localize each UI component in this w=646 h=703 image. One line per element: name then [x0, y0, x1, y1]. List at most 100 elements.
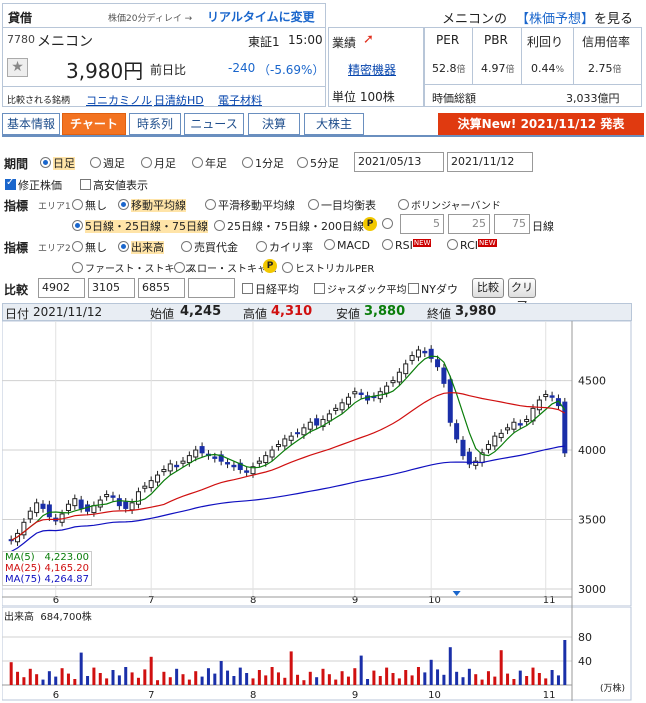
- volume-bar: [372, 670, 376, 685]
- volume-bar: [467, 668, 471, 685]
- period-label: 期間: [4, 157, 29, 171]
- volume-chart[interactable]: 80 40 (万株) 6 7 8 9 10 11: [2, 607, 632, 701]
- vol-unit-label: (万株): [600, 682, 625, 694]
- volume-bar: [283, 677, 287, 685]
- candle-body: [288, 435, 294, 441]
- ma25-line: [10, 392, 566, 541]
- volume-bar: [73, 679, 77, 685]
- adjusted-price-checkbox[interactable]: 修正株価: [5, 177, 62, 193]
- volume-bar: [60, 668, 64, 685]
- candle-body: [212, 456, 218, 459]
- compare-code-1[interactable]: 4902: [38, 278, 85, 298]
- area2-hist-per[interactable]: ヒストリカルPER: [282, 260, 374, 275]
- volume-bar: [181, 674, 185, 685]
- tab-basic-info[interactable]: 基本情報: [2, 113, 60, 135]
- tab-timeseries[interactable]: 時系列: [129, 113, 181, 135]
- ma-option-25-75-200[interactable]: 25日線・75日線・200日線: [214, 218, 364, 234]
- tab-chart[interactable]: チャート: [62, 113, 126, 135]
- compare-button[interactable]: 比較: [472, 278, 504, 298]
- candle-body: [511, 421, 517, 430]
- area1-bollinger[interactable]: ボリンジャーバンド: [398, 197, 501, 212]
- x-tick-label: 9: [352, 595, 358, 606]
- volume-bar: [149, 656, 153, 685]
- earnings-banner[interactable]: 決算New! 2021/11/12 発表: [438, 113, 644, 135]
- change-label: 前日比: [150, 63, 187, 77]
- area1-ichimoku[interactable]: 一目均衡表: [308, 197, 376, 213]
- area1-smooth-ma[interactable]: 平滑移動平均線: [205, 197, 295, 213]
- candle-body: [396, 371, 402, 383]
- market-cap-label: 時価総額: [432, 92, 476, 105]
- area2-none[interactable]: 無し: [72, 239, 107, 255]
- area2-fast-stoch[interactable]: ファースト・ストキャス: [72, 260, 195, 275]
- compare-stock-2[interactable]: 日清紡HD: [154, 94, 204, 107]
- volume-bar: [442, 674, 446, 685]
- candle-body: [129, 502, 135, 511]
- custom-ma-2[interactable]: 25: [448, 214, 490, 234]
- volume-bar: [156, 680, 160, 685]
- area2-volume[interactable]: 出来高: [118, 239, 164, 255]
- candle-body: [250, 466, 256, 475]
- nikkei-checkbox[interactable]: 日経平均: [242, 281, 299, 297]
- custom-ma-1[interactable]: 5: [400, 214, 444, 234]
- ma-option-5-25-75[interactable]: 5日線・25日線・75日線: [72, 218, 208, 234]
- realtime-link[interactable]: リアルタイムに変更: [207, 10, 315, 24]
- price-chart[interactable]: 4500 4000 3500 3000 6 7 8 9 10 11: [2, 321, 632, 607]
- volume-bar: [168, 677, 172, 685]
- candle-body: [345, 396, 351, 405]
- yield-header: 利回り: [527, 35, 564, 49]
- area2-deviation[interactable]: カイリ率: [256, 239, 313, 255]
- area1-ma[interactable]: 移動平均線: [118, 197, 186, 213]
- compare-code-4[interactable]: [188, 278, 235, 298]
- area2-macd[interactable]: MACD: [324, 239, 370, 252]
- candle-body: [135, 491, 141, 505]
- period-daily[interactable]: 日足: [40, 155, 75, 171]
- ma75-line: [10, 445, 565, 553]
- sector-box: [328, 27, 424, 107]
- volume-bar: [544, 678, 548, 685]
- candle-body: [91, 505, 97, 514]
- period-monthly[interactable]: 月足: [141, 155, 176, 171]
- custom-ma-3[interactable]: 75: [494, 214, 530, 234]
- date-from-input[interactable]: 2021/05/13: [354, 152, 444, 172]
- period-yearly[interactable]: 年足: [192, 155, 227, 171]
- favorite-star-icon[interactable]: ★: [7, 58, 28, 77]
- tab-shareholders[interactable]: 大株主: [304, 113, 364, 135]
- nydow-checkbox[interactable]: NYダウ: [408, 281, 458, 297]
- compare-code-3[interactable]: 6855: [138, 278, 185, 298]
- compare-code-2[interactable]: 3105: [88, 278, 135, 298]
- period-weekly[interactable]: 週足: [90, 155, 125, 171]
- area2-rci[interactable]: RCINEW: [447, 239, 497, 252]
- volume-bar: [226, 670, 230, 685]
- compare-stock-1[interactable]: コニカミノル: [86, 94, 152, 107]
- volume-bar: [130, 672, 134, 685]
- chart-frame: [2, 321, 632, 607]
- volume-bar: [448, 647, 452, 685]
- clear-button[interactable]: クリア: [508, 278, 536, 312]
- period-5min[interactable]: 5分足: [297, 155, 339, 171]
- jasdaq-checkbox[interactable]: ジャスダック平均: [314, 281, 407, 296]
- volume-bar: [353, 668, 357, 685]
- volume-frame: [2, 607, 632, 701]
- volume-bar: [296, 674, 300, 685]
- candle-body: [104, 494, 110, 498]
- volume-bar: [327, 674, 331, 685]
- ma-option-custom[interactable]: [382, 218, 395, 231]
- volume-bar: [54, 676, 58, 685]
- candle-body: [524, 418, 530, 423]
- area2-slow-stoch[interactable]: スロー・ストキャス: [174, 260, 277, 275]
- area1-none[interactable]: 無し: [72, 197, 107, 213]
- tab-news[interactable]: ニュース: [184, 113, 244, 135]
- highlow-checkbox[interactable]: 高安値表示: [80, 177, 148, 193]
- tab-bar-line: [2, 135, 644, 137]
- volume-bar: [16, 671, 20, 685]
- sector-link[interactable]: 精密機器: [348, 63, 397, 77]
- area2-rsi[interactable]: RSINEW: [382, 239, 432, 252]
- date-to-input[interactable]: 2021/11/12: [447, 152, 533, 172]
- custom-ma-unit: 日線: [532, 220, 554, 233]
- forecast-link[interactable]: 【株価予想】: [516, 12, 595, 27]
- tab-earnings[interactable]: 決算: [248, 113, 300, 135]
- compare-stock-3[interactable]: 電子材料: [218, 94, 262, 107]
- period-1min[interactable]: 1分足: [242, 155, 284, 171]
- area2-turnover[interactable]: 売買代金: [181, 239, 238, 255]
- x-tick-label: 11: [543, 690, 556, 701]
